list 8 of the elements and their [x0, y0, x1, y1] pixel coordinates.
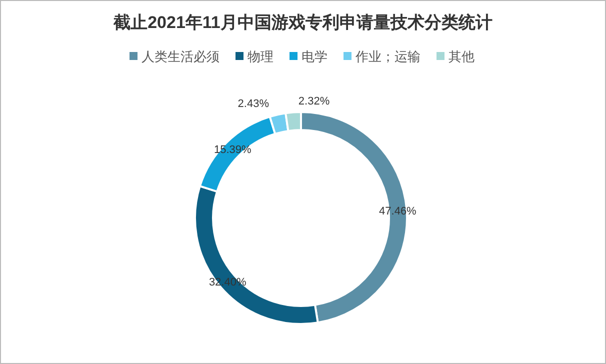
legend-label: 人类生活必须: [142, 49, 220, 64]
legend-label: 物理: [248, 49, 274, 64]
legend-label: 作业；运输: [354, 49, 420, 64]
data-label: 2.32%: [298, 95, 330, 108]
data-label: 2.43%: [238, 98, 270, 110]
legend-label: 其他: [448, 49, 474, 64]
legend-label: 电学: [302, 49, 328, 64]
chart-title: 截止2021年11月中国游戏专利申请量技术分类统计: [112, 13, 492, 32]
